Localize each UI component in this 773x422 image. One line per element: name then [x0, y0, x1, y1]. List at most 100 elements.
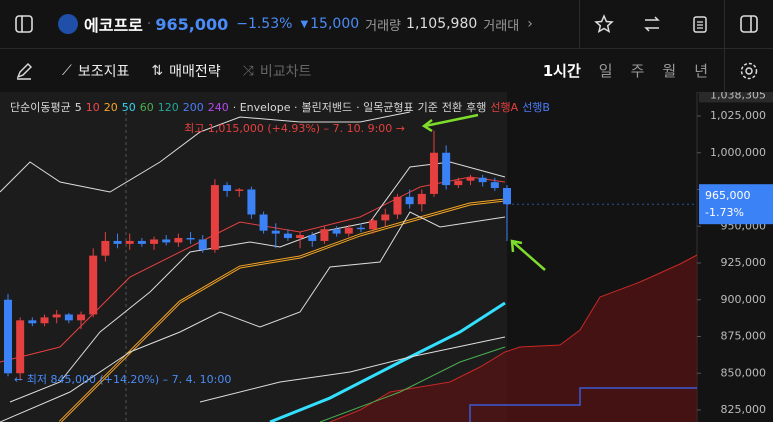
draw-tool[interactable] [0, 49, 48, 92]
candle-body [4, 299, 12, 374]
candle-body [150, 239, 159, 244]
candle-body [89, 255, 98, 315]
y-tick-label: 1,000,000 [710, 146, 766, 159]
top-price: 1,038,305 [710, 92, 766, 101]
candle-body [223, 185, 232, 191]
icon [15, 15, 33, 33]
candle-body [235, 189, 244, 191]
stock-name[interactable]: 에코프로 [84, 16, 143, 35]
y-tick-label: 1,025,000 [710, 109, 766, 122]
candle-body [478, 177, 487, 183]
candle-body [490, 182, 499, 189]
candle-body [393, 196, 402, 215]
settings[interactable] [724, 49, 773, 92]
icon [644, 16, 660, 32]
candle-body [113, 240, 122, 244]
candle-body [64, 314, 73, 321]
legend-item: 전환 [442, 101, 462, 114]
legend-item: 선행B [522, 101, 550, 114]
strategy[interactable]: 매매전략 [169, 63, 221, 80]
candle-body [16, 320, 25, 374]
price: 965,000 [155, 14, 229, 34]
indicators[interactable]: 보조지표 [77, 63, 130, 80]
candle-body [442, 152, 451, 186]
candle-body [429, 152, 438, 194]
period[interactable]: 1시간 [542, 62, 581, 80]
favorite[interactable] [579, 0, 628, 48]
high-note: 최고 1,015,000 (+4.93%) – 7. 10. 9:00 → [184, 122, 405, 135]
icon [740, 62, 758, 79]
legend-item: 선행A [490, 101, 518, 114]
top-price-tag [699, 92, 773, 103]
candle-body [320, 229, 329, 241]
candle-body [503, 188, 511, 205]
candle-body [283, 233, 292, 239]
candle-body [101, 240, 110, 256]
candle-body [40, 317, 49, 324]
legend-item: 240 [208, 101, 229, 114]
candle-body [77, 314, 86, 321]
swap[interactable] [628, 0, 676, 48]
y-tick-label: 825,000 [721, 403, 767, 416]
icon [594, 14, 614, 34]
indicators-icon: ⟋ [62, 62, 72, 79]
candle-body [210, 185, 219, 250]
change: 15,000 [310, 16, 360, 32]
more[interactable]: › [527, 16, 533, 32]
last-price-tag [699, 184, 773, 225]
logo [58, 14, 78, 34]
periods: 1시간 일 주 월 년 [543, 60, 708, 81]
y-tick-label: 900,000 [721, 293, 767, 306]
icon [740, 15, 758, 33]
legend-item: 10 [86, 101, 100, 114]
layout-toggle[interactable] [0, 0, 48, 48]
legend-item: · Envelope · [233, 101, 298, 114]
arrow: ▼ [300, 18, 309, 30]
volume: 1,105,980 [406, 16, 478, 32]
icon [693, 16, 707, 33]
toolbar: ⟋ 보조지표 ⇅ 매매전략 ⤨ 비교차트 1시간 일 주 월 년 [0, 49, 773, 93]
period[interactable]: 년 [694, 62, 708, 80]
candle-body [405, 196, 414, 205]
strategy-icon: ⇅ [151, 62, 164, 79]
candle-body [162, 239, 171, 243]
period[interactable]: 일 [598, 62, 613, 80]
legend-item: 60 [140, 101, 154, 114]
candle-body [52, 314, 61, 318]
green-arrows [421, 113, 546, 271]
memo[interactable] [676, 0, 724, 48]
legend-item: 단순이동평균 [10, 101, 71, 114]
candle-body [271, 230, 280, 234]
candle-body [259, 214, 268, 231]
last-change: -1.73% [705, 206, 744, 219]
candle-body [381, 214, 390, 221]
low-note: ← 최저 845,000 (+14.20%) – 7. 4. 10:00 [14, 373, 231, 386]
candle-body [308, 235, 317, 241]
legend: 단순이동평균 5 10 20 50 60 120 200 240 · Envelope · 볼린저밴… [10, 100, 550, 114]
chart: 825,000850,000875,000900,000925,000950,0… [0, 92, 773, 422]
header: 에코프로 · 965,000 −1.53% ▼ 15,000 거래량 1,105… [0, 0, 773, 49]
legend-item: · 일목균형표 [356, 100, 414, 114]
candle-body [332, 229, 341, 234]
candle-body [454, 180, 463, 186]
candle-body [417, 193, 426, 205]
legend-item: 50 [122, 101, 136, 114]
icon [16, 62, 32, 80]
period[interactable]: 주 [630, 62, 645, 80]
compare[interactable]: 비교차트 [259, 63, 312, 80]
candle-body [369, 220, 378, 230]
y-tick-label: 875,000 [721, 330, 767, 343]
amount-label: 거래대 [483, 18, 520, 34]
legend-item: 기준 [418, 101, 438, 114]
panel-toggle[interactable] [724, 0, 773, 48]
candle-body [174, 238, 183, 243]
period[interactable]: 월 [662, 62, 677, 80]
legend-item: 120 [158, 101, 179, 114]
candle-body [186, 238, 195, 240]
candle-body [125, 240, 134, 244]
legend-item: 5 [75, 101, 82, 114]
y-tick-label: 850,000 [721, 366, 767, 379]
candle-body [356, 227, 365, 230]
legend-item: 200 [183, 101, 204, 114]
